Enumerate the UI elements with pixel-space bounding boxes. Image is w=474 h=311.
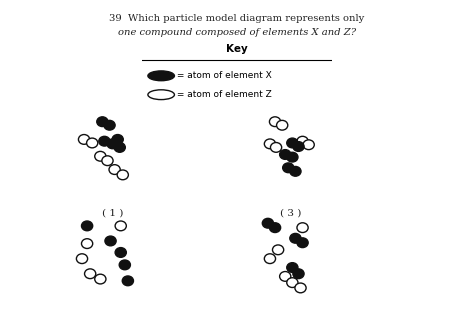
Circle shape	[293, 269, 304, 279]
Circle shape	[102, 156, 113, 165]
Circle shape	[78, 135, 90, 144]
Circle shape	[148, 90, 174, 100]
Text: ( 1 ): ( 1 )	[102, 208, 123, 217]
Circle shape	[107, 139, 118, 149]
Circle shape	[112, 135, 123, 144]
Circle shape	[87, 138, 98, 148]
Circle shape	[148, 71, 174, 81]
Circle shape	[276, 120, 288, 130]
Circle shape	[82, 239, 93, 248]
Circle shape	[297, 223, 308, 233]
Circle shape	[273, 245, 284, 255]
Circle shape	[104, 120, 115, 130]
Circle shape	[287, 138, 298, 148]
Circle shape	[76, 254, 88, 263]
Circle shape	[82, 221, 93, 231]
Circle shape	[280, 272, 291, 281]
Circle shape	[271, 142, 282, 152]
Circle shape	[119, 260, 130, 270]
Text: = atom of element X: = atom of element X	[174, 71, 272, 80]
Circle shape	[287, 263, 298, 272]
Circle shape	[114, 142, 125, 152]
Text: 39  Which particle model diagram represents only: 39 Which particle model diagram represen…	[109, 14, 365, 23]
Text: ( 3 ): ( 3 )	[280, 208, 301, 217]
Circle shape	[99, 136, 110, 146]
Circle shape	[290, 234, 301, 243]
Circle shape	[293, 142, 304, 151]
Circle shape	[117, 170, 128, 180]
Text: one compound composed of elements X and Z?: one compound composed of elements X and …	[118, 28, 356, 37]
Circle shape	[95, 274, 106, 284]
Circle shape	[280, 150, 291, 159]
Circle shape	[303, 140, 314, 150]
Circle shape	[287, 152, 298, 162]
Circle shape	[264, 139, 275, 149]
Circle shape	[283, 163, 294, 173]
Circle shape	[269, 117, 281, 127]
Text: = atom of element Z: = atom of element Z	[174, 90, 272, 99]
Circle shape	[269, 223, 281, 233]
Circle shape	[297, 238, 308, 248]
Circle shape	[297, 136, 308, 146]
Circle shape	[295, 283, 306, 293]
Circle shape	[262, 218, 273, 228]
Text: Key: Key	[226, 44, 248, 53]
Circle shape	[115, 221, 127, 231]
Circle shape	[95, 151, 106, 161]
Circle shape	[97, 117, 108, 127]
Circle shape	[115, 248, 127, 257]
Circle shape	[109, 165, 120, 174]
Circle shape	[287, 278, 298, 287]
Circle shape	[105, 236, 116, 246]
Circle shape	[264, 254, 275, 263]
Circle shape	[290, 166, 301, 176]
Circle shape	[84, 269, 96, 279]
Circle shape	[122, 276, 134, 286]
